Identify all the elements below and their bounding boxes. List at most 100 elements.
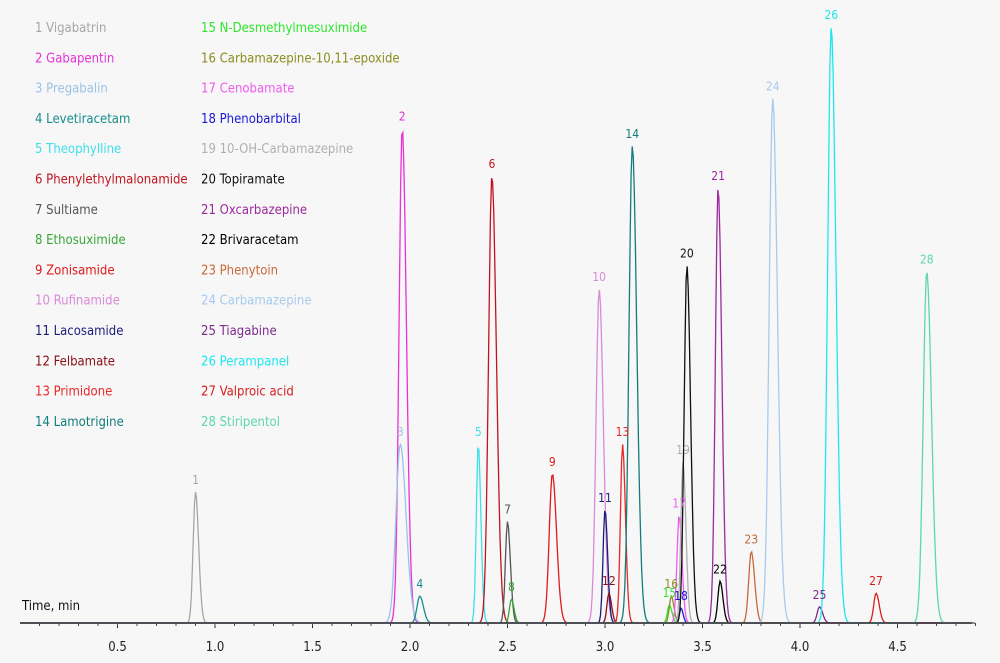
trace-peak-6 [20, 178, 972, 624]
peak-label-5: 5 [475, 425, 482, 439]
trace-peak-7 [20, 521, 972, 624]
legend-number: 19 [201, 142, 216, 157]
legend-entry-18: 18 Phenobarbital [201, 112, 301, 127]
legend-name: Phenytoin [220, 263, 278, 278]
peak-label-15: 15 [662, 586, 676, 600]
legend-column-2: 15 N-Desmethylmesuximide 16 Carbamazepine… [201, 21, 400, 430]
peak-label-27: 27 [869, 574, 883, 588]
legend-name: Rufinamide [54, 294, 120, 309]
peak-label-28: 28 [920, 252, 934, 266]
legend-number: 9 [35, 263, 42, 278]
x-tick-label: 3.0 [596, 640, 615, 655]
trace-peak-19 [20, 462, 972, 624]
legend-name: Theophylline [45, 142, 121, 157]
peak-label-4: 4 [416, 577, 423, 591]
legend-name: Tiagabine [219, 324, 277, 339]
legend-name: Carbamazepine-10,11-epoxide [220, 51, 400, 66]
legend-entry-9: 9 Zonisamide [35, 263, 115, 278]
legend-name: Felbamate [54, 354, 115, 369]
peak-label-7: 7 [504, 503, 511, 517]
legend-number: 23 [201, 263, 216, 278]
legend-name: Phenobarbital [220, 112, 301, 127]
trace-peak-12 [20, 591, 972, 624]
trace-peak-16 [20, 594, 972, 624]
legend-name: Ethosuximide [46, 233, 126, 248]
peak-label-23: 23 [744, 532, 758, 546]
legend-number: 17 [201, 82, 216, 97]
legend-name: 10-OH-Carbamazepine [220, 142, 354, 157]
legend-number: 20 [201, 173, 216, 188]
legend-entry-5: 5 Theophylline [35, 142, 121, 157]
legend-name: Perampanel [220, 354, 290, 369]
legend-number: 22 [201, 233, 216, 248]
x-tick-label: 1.0 [206, 640, 225, 655]
legend-entry-13: 13 Primidone [35, 385, 112, 400]
legend-entry-25: 25 Tiagabine [201, 324, 277, 339]
legend-entry-2: 2 Gabapentin [35, 51, 114, 66]
x-tick-label: 4.5 [888, 640, 907, 655]
legend-number: 3 [35, 82, 42, 97]
legend-entry-28: 28 Stiripentol [201, 415, 280, 430]
peak-label-19: 19 [676, 443, 690, 457]
legend-number: 15 [201, 21, 216, 36]
legend-entry-27: 27 Valproic acid [201, 385, 294, 400]
trace-peak-21 [20, 189, 972, 624]
legend-number: 6 [35, 173, 42, 188]
legend-number: 13 [35, 385, 50, 400]
peak-label-1: 1 [192, 473, 199, 487]
legend-entry-11: 11 Lacosamide [35, 324, 123, 339]
peak-label-3: 3 [397, 425, 404, 439]
peak-label-9: 9 [549, 455, 556, 469]
legend-name: Vigabatrin [46, 21, 106, 36]
legend-entry-24: 24 Carbamazepine [201, 294, 312, 309]
legend-name: Cenobamate [220, 82, 295, 97]
legend-number: 27 [201, 385, 216, 400]
trace-peak-25 [20, 606, 972, 624]
trace-peak-18 [20, 606, 972, 624]
legend-entry-17: 17 Cenobamate [201, 82, 294, 97]
x-tick-label: 1.5 [303, 640, 322, 655]
peak-label-14: 14 [625, 127, 639, 141]
legend-number: 14 [35, 415, 50, 430]
peak-label-21: 21 [711, 169, 725, 183]
legend-entry-16: 16 Carbamazepine-10,11-epoxide [201, 51, 400, 66]
legend-name: Lamotrigine [54, 415, 124, 430]
peak-label-18: 18 [674, 589, 688, 603]
legend-entry-19: 19 10-OH-Carbamazepine [201, 142, 353, 157]
legend-entry-15: 15 N-Desmethylmesuximide [201, 21, 367, 36]
legend-name: Phenylethylmalonamide [46, 173, 187, 188]
legend-name: Stiripentol [220, 415, 280, 430]
peak-label-6: 6 [488, 157, 495, 171]
trace-peak-3 [20, 442, 972, 624]
peak-label-25: 25 [813, 588, 827, 602]
legend-number: 21 [201, 203, 216, 218]
trace-peak-17 [20, 515, 972, 624]
legend-entry-14: 14 Lamotrigine [35, 415, 124, 430]
legend-entry-20: 20 Topiramate [201, 173, 285, 188]
legend-number: 8 [35, 233, 42, 248]
peak-label-16: 16 [664, 577, 678, 591]
peak-label-8: 8 [508, 580, 515, 594]
legend-entry-6: 6 Phenylethylmalonamide [35, 173, 188, 188]
legend-entry-12: 12 Felbamate [35, 354, 115, 369]
peak-label-12: 12 [602, 574, 616, 588]
legend-number: 16 [201, 51, 216, 66]
legend-name: Valproic acid [220, 385, 294, 400]
legend-entry-1: 1 Vigabatrin [35, 21, 106, 36]
trace-peak-5 [20, 447, 972, 624]
x-axis-ticks: 0.5 1.0 1.5 2.0 2.5 3.0 3.5 4.0 4.5 [39, 623, 976, 655]
legend-name: Primidone [54, 385, 113, 400]
legend-number: 10 [35, 294, 50, 309]
legend-number: 1 [35, 21, 42, 36]
legend-number: 11 [35, 324, 50, 339]
legend-number: 7 [35, 203, 42, 218]
legend-number: 5 [35, 142, 42, 157]
peak-label-26: 26 [824, 8, 838, 22]
trace-peak-14 [20, 146, 972, 624]
trace-peak-22 [20, 579, 972, 624]
trace-peak-13 [20, 444, 972, 624]
legend-name: Oxcarbazepine [220, 203, 308, 218]
legend-number: 24 [201, 294, 216, 309]
trace-peak-8 [20, 597, 972, 624]
